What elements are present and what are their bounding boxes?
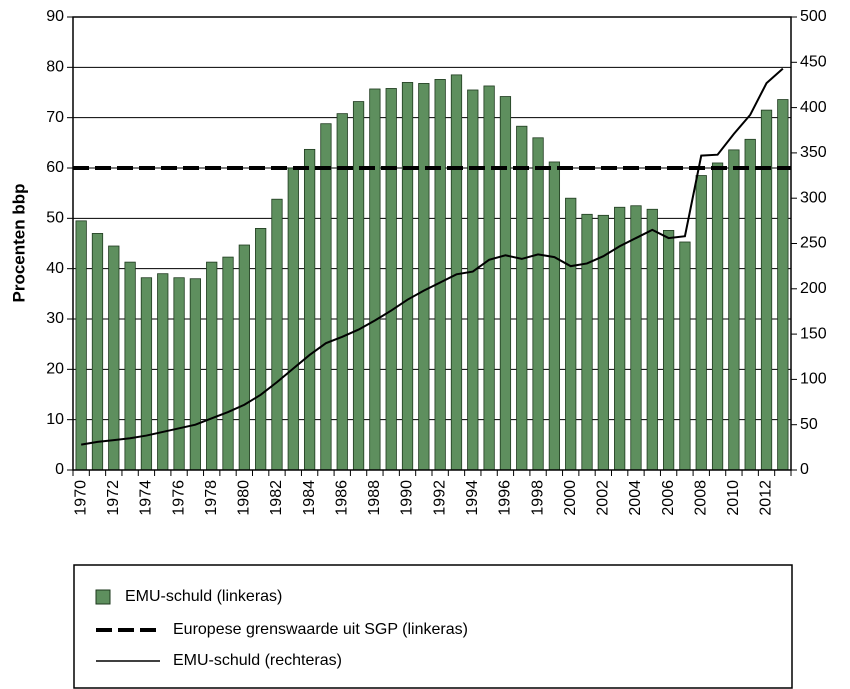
x-tick-label: 1996 [497,480,514,516]
y-tick-label: 70 [46,109,64,126]
bar [662,230,675,471]
legend [73,564,793,689]
y-tick-label: 0 [55,461,64,478]
x-tick-label: 1988 [366,480,383,516]
x-tick-label: 2006 [660,480,677,516]
bar [728,149,740,471]
bar [91,233,104,471]
bar [646,208,658,471]
x-tick-label: 1974 [138,480,155,516]
bar [206,261,218,471]
bar [532,137,544,471]
bar [418,83,430,471]
x-tick-label: 1976 [170,480,187,516]
legend-swatch [95,589,111,605]
x-tick-label: 1972 [105,480,122,516]
bar [581,213,593,471]
legend-label: EMU-schuld (linkeras) [125,588,282,605]
y2-tick-label: 0 [800,461,809,478]
bar [189,278,202,471]
bar [108,245,120,471]
x-tick-label: 1982 [268,480,285,516]
x-tick-label: 2004 [627,480,644,516]
bar [157,273,169,471]
bar [320,123,332,471]
x-tick-label: 2008 [692,480,709,516]
bar [467,89,479,471]
bar [75,220,87,471]
bar [499,96,512,471]
y2-tick-label: 150 [800,325,827,342]
y2-tick-label: 100 [800,371,827,388]
legend-label: EMU-schuld (rechteras) [173,652,342,669]
bar [255,227,267,471]
x-tick-label: 1992 [431,480,448,516]
x-tick-label: 1970 [72,480,89,516]
bar [450,74,463,471]
bar [173,277,185,471]
bar [695,175,707,471]
y2-tick-label: 350 [800,144,827,161]
x-tick-label: 1994 [464,480,481,516]
x-tick-label: 2002 [595,480,612,516]
y-axis-label: Procenten bbp [9,183,28,302]
bar [760,109,773,471]
x-tick-label: 1978 [203,480,220,516]
x-tick-label: 1986 [333,480,350,516]
bar [630,205,642,471]
bar [565,197,577,471]
bar [385,88,397,471]
y2-tick-label: 200 [800,280,827,297]
x-tick-label: 1980 [236,480,253,516]
x-tick-label: 1998 [529,480,546,516]
y2-tick-label: 50 [800,416,818,433]
bar [271,198,283,471]
y-tick-label: 60 [46,159,64,176]
bar [434,79,446,471]
y-tick-label: 40 [46,260,64,277]
bar [238,244,250,471]
bar [744,138,756,471]
bar [401,82,414,471]
x-tick-label: 1984 [301,480,318,516]
bar [222,256,234,471]
bar [777,99,789,471]
bar [287,167,299,471]
bar [711,162,724,471]
y2-tick-label: 500 [800,8,827,25]
bar [679,241,691,471]
y-tick-label: 30 [46,310,64,327]
legend-label: Europese grenswaarde uit SGP (linkeras) [173,621,468,638]
x-tick-label: 1990 [399,480,416,516]
bar [369,88,381,471]
bar [352,101,365,471]
x-tick-label: 2010 [725,480,742,516]
y-tick-label: 90 [46,8,64,25]
y-tick-label: 20 [46,361,64,378]
bar [140,277,153,471]
y-tick-label: 80 [46,59,64,76]
y2-tick-label: 400 [800,99,827,116]
y2-tick-label: 450 [800,54,827,71]
x-tick-label: 2000 [562,480,579,516]
y2-tick-label: 250 [800,235,827,252]
x-tick-label: 2012 [758,480,775,516]
y2-tick-label: 300 [800,189,827,206]
bar [303,148,316,471]
bar [516,125,528,471]
bar [483,85,495,471]
y-tick-label: 50 [46,210,64,227]
y-tick-label: 10 [46,411,64,428]
line [80,67,784,446]
bar [548,161,561,471]
